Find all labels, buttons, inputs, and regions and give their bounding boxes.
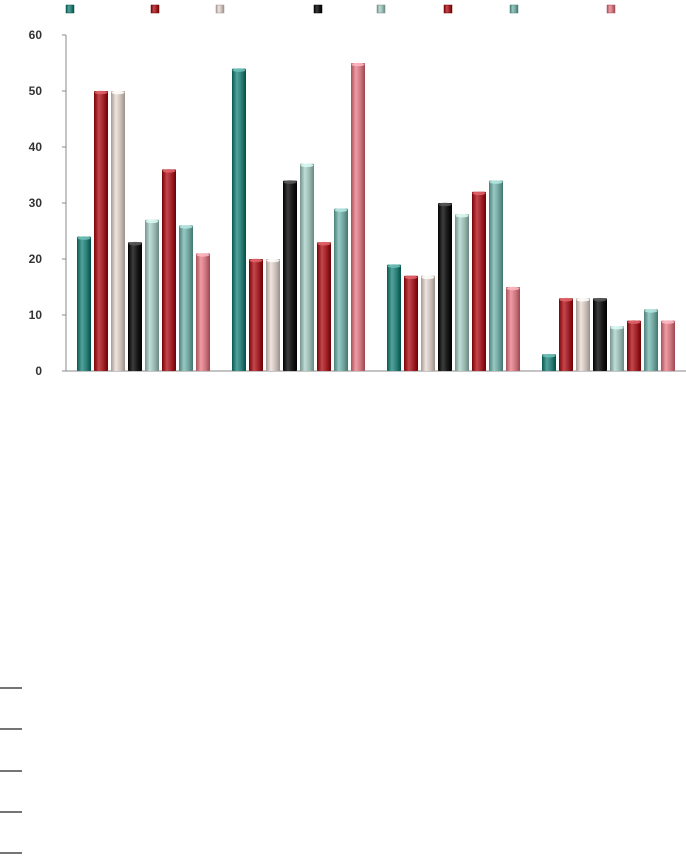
bar-series-6-group-1	[162, 169, 176, 371]
bar-series-8-group-1	[196, 253, 210, 371]
legend-marker-series-3	[215, 4, 225, 14]
bar-cap	[661, 320, 675, 324]
bar-cap	[472, 191, 486, 196]
bar-series-3-group-4	[576, 298, 590, 371]
bar-series-4-group-2	[283, 180, 297, 371]
bar-series-6-group-2	[317, 242, 331, 371]
bar-series-6-group-3	[472, 191, 486, 371]
bar-series-8-group-4	[661, 320, 675, 371]
bar-cap	[334, 208, 348, 212]
bar-cap	[404, 275, 418, 280]
bar-series-2-group-1	[94, 91, 108, 371]
bar-cap	[94, 90, 108, 95]
bar-cap	[438, 202, 452, 207]
decorative-ticks	[0, 687, 22, 854]
legend-marker-series-7	[509, 4, 519, 14]
bar-series-3-group-3	[421, 275, 435, 371]
bar-cap	[593, 297, 607, 302]
y-tick-label: 60	[29, 28, 43, 42]
bar-series-7-group-3	[489, 180, 503, 371]
bar-cap	[179, 225, 193, 229]
y-tick-label: 10	[29, 308, 43, 322]
bar-series-2-group-3	[404, 275, 418, 371]
bar-cap	[506, 286, 520, 291]
y-tick-label: 50	[29, 84, 43, 98]
bar-cap	[559, 297, 573, 302]
bar-series-1-group-4	[542, 354, 556, 371]
bar-cap	[77, 236, 91, 240]
bar-series-8-group-3	[506, 287, 520, 371]
bar-series-5-group-2	[300, 163, 314, 371]
legend	[65, 4, 616, 14]
legend-marker-series-5	[376, 4, 386, 14]
bar-series-5-group-4	[610, 326, 624, 371]
bar-cap	[351, 62, 365, 67]
bar-series-7-group-1	[179, 225, 193, 371]
bar-cap	[283, 180, 297, 184]
y-tick-label: 30	[29, 196, 43, 210]
bar-cap	[145, 219, 159, 224]
bar-cap	[542, 353, 556, 358]
bar-series-2-group-4	[559, 298, 573, 371]
y-tick-label: 40	[29, 140, 43, 154]
bar-cap	[644, 309, 658, 313]
bar-cap	[317, 241, 331, 246]
bar-series-1-group-3	[387, 264, 401, 371]
bar-cap	[387, 264, 401, 268]
bar-series-3-group-2	[266, 259, 280, 371]
bar-series-4-group-1	[128, 242, 142, 371]
bar-cap	[627, 320, 641, 324]
legend-marker-series-6	[443, 4, 453, 14]
legend-marker-series-8	[606, 4, 616, 14]
y-tick-label: 0	[35, 364, 42, 378]
bar-cap	[196, 253, 210, 257]
bar-series-7-group-4	[644, 309, 658, 371]
bar-series-1-group-2	[232, 68, 246, 371]
bar-series-6-group-4	[627, 320, 641, 371]
bar-series-7-group-2	[334, 208, 348, 371]
bar-series-4-group-4	[593, 298, 607, 371]
bars	[77, 62, 675, 371]
bar-cap	[300, 163, 314, 168]
bar-cap	[421, 275, 435, 280]
bar-cap	[610, 325, 624, 330]
bar-cap	[576, 297, 590, 302]
legend-marker-series-1	[65, 4, 75, 14]
y-tick-label: 20	[29, 252, 43, 266]
bar-series-5-group-1	[145, 219, 159, 371]
bar-series-2-group-2	[249, 259, 263, 371]
bar-cap	[111, 90, 125, 95]
legend-marker-series-2	[150, 4, 160, 14]
bar-cap	[266, 258, 280, 263]
bar-cap	[455, 213, 469, 218]
bar-series-3-group-1	[111, 91, 125, 371]
bar-series-4-group-3	[438, 203, 452, 371]
legend-marker-series-4	[313, 4, 323, 14]
bar-cap	[489, 180, 503, 184]
bar-cap	[249, 258, 263, 263]
bar-series-5-group-3	[455, 214, 469, 371]
bar-series-1-group-1	[77, 236, 91, 371]
bar-cap	[162, 169, 176, 173]
bar-series-8-group-2	[351, 63, 365, 371]
bar-cap	[128, 241, 142, 246]
bar-cap	[232, 68, 246, 72]
